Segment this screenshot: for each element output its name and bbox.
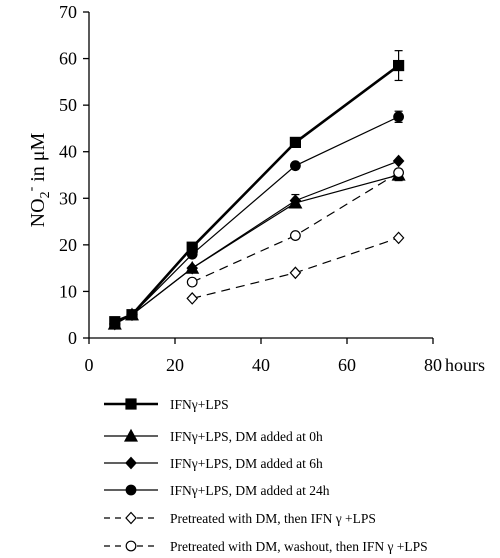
data-point [126, 309, 138, 321]
data-point [392, 154, 405, 168]
y-tick-label: 40 [59, 142, 77, 162]
x-tick-label: 60 [338, 355, 356, 375]
legend-marker [125, 511, 137, 525]
legend-item: IFNγ+LPS [104, 397, 229, 412]
y-axis-title: NO2- in μM [24, 132, 53, 227]
x-tick-label: 20 [166, 355, 184, 375]
legend-marker [125, 398, 137, 410]
axes: 0 10 20 30 40 50 60 70 0 20 40 60 80 hours NO2- in … [24, 2, 485, 375]
series-line [114, 160, 399, 325]
legend-label: Pretreated with DM, then IFN γ +LPS [170, 511, 376, 526]
legend-label: Pretreated with DM, washout, then IFN γ … [170, 539, 428, 554]
data-point [289, 266, 302, 280]
legend-item: IFNγ+LPS, DM added at 0h [104, 428, 323, 444]
data-point [289, 136, 301, 148]
y-tick-label: 70 [59, 2, 77, 22]
legend-label: IFNγ+LPS, DM added at 24h [170, 483, 330, 498]
data-point [109, 318, 121, 330]
data-point [186, 261, 199, 275]
x-tick-label: 40 [252, 355, 270, 375]
data-point [393, 59, 405, 72]
data-point [290, 160, 301, 172]
x-ticks: 0 20 40 60 80 [85, 338, 442, 375]
series-6 [186, 167, 405, 288]
data-point [392, 231, 405, 245]
data-point [186, 292, 199, 305]
series-1 [109, 50, 405, 328]
legend-label: IFNγ+LPS, DM added at 0h [170, 429, 323, 444]
series-line [114, 64, 400, 323]
data-point [393, 111, 405, 123]
legend-label: IFNγ+LPS, DM added at 6h [170, 456, 323, 471]
legend: IFNγ+LPS IFNγ+LPS, DM added at 0h IFNγ+LPS… [104, 397, 428, 554]
plot-area [107, 50, 406, 331]
y-tick-label: 0 [68, 328, 77, 348]
legend-item: Pretreated with DM, washout, then IFN γ … [104, 539, 428, 554]
y-tick-label: 50 [59, 95, 77, 115]
series-2 [107, 167, 406, 330]
x-tick-label: 80 [424, 355, 442, 375]
y-tick-label: 10 [59, 281, 77, 301]
x-tick-label: 0 [85, 355, 94, 375]
legend-item: Pretreated with DM, then IFN γ +LPS [104, 511, 376, 526]
data-point [289, 194, 302, 208]
legend-item: IFNγ+LPS, DM added at 24h [104, 483, 330, 498]
data-point [290, 230, 301, 241]
data-point [186, 248, 198, 260]
legend-marker [123, 428, 139, 442]
legend-marker [125, 456, 137, 470]
data-point [393, 167, 405, 179]
y-ticks: 0 10 20 30 40 50 60 70 [59, 2, 89, 348]
legend-marker [125, 484, 137, 496]
legend-label: IFNγ+LPS [170, 397, 229, 412]
legend-item: IFNγ+LPS, DM added at 6h [104, 456, 323, 471]
series-4 [109, 110, 405, 330]
y-tick-label: 60 [59, 49, 77, 69]
legend-marker [125, 540, 137, 552]
series-line [114, 116, 399, 325]
series-line [114, 174, 399, 325]
x-axis-unit-label: hours [445, 355, 485, 375]
y-tick-label: 20 [59, 235, 77, 255]
y-tick-label: 30 [59, 188, 77, 208]
data-point [186, 276, 198, 288]
series-5 [186, 231, 405, 305]
